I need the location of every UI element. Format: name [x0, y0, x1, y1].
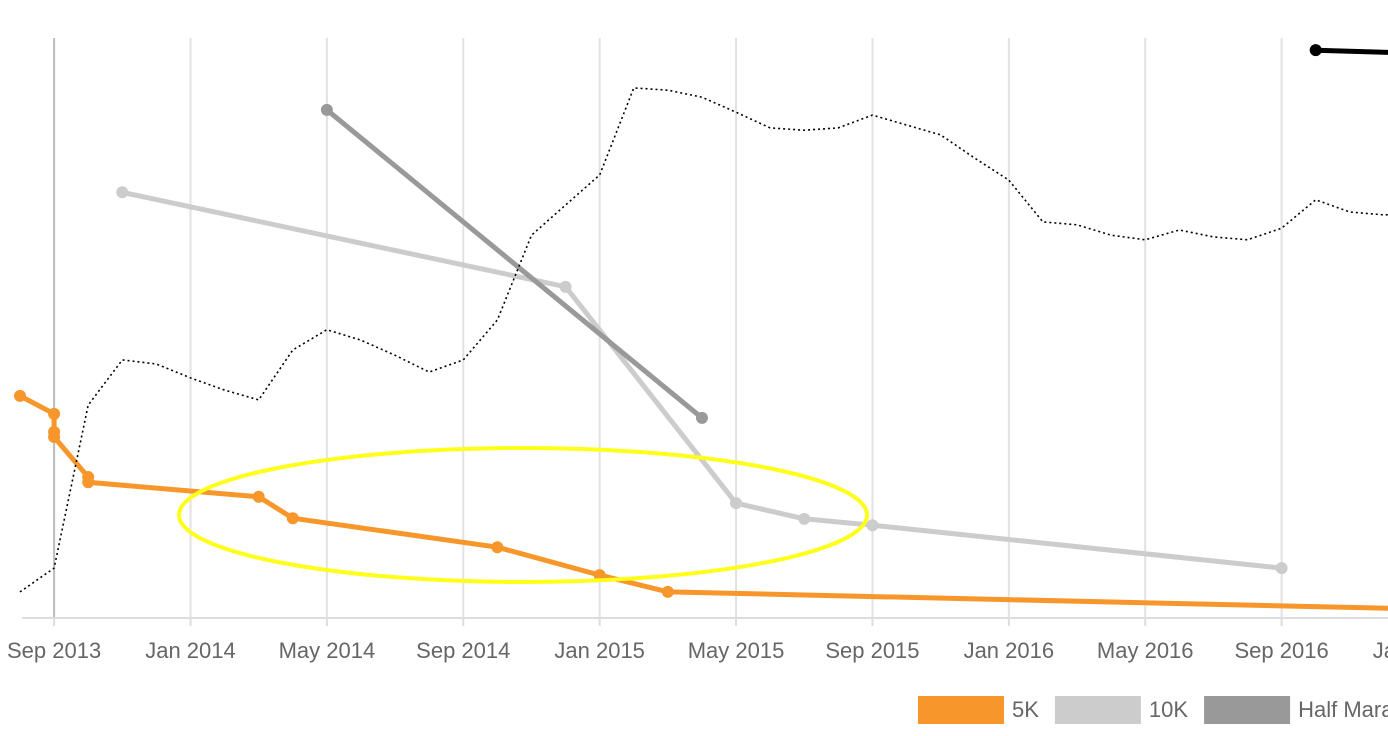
legend-swatch	[1204, 696, 1291, 724]
data-point	[866, 519, 879, 532]
x-tick-label: Jan 2016	[964, 638, 1055, 663]
data-point	[1275, 562, 1288, 575]
legend-label: 5K	[1012, 697, 1039, 722]
x-tick-label: Jan 2014	[145, 638, 236, 663]
series-line	[325, 107, 704, 420]
x-tick-label: Sep 2016	[1235, 638, 1329, 663]
highlight-ellipse	[177, 446, 869, 584]
data-point	[48, 431, 61, 444]
data-point	[695, 411, 708, 424]
data-point	[82, 476, 95, 489]
grid: Sep 2013 Jan 2014 May 2014 Sep 2014 Jan 2015…	[7, 38, 1388, 663]
legend-label: 10K	[1149, 697, 1188, 722]
data-point	[559, 280, 572, 293]
data-point	[252, 490, 265, 503]
legend-swatch	[918, 696, 1004, 724]
data-point	[116, 186, 129, 199]
legend-label: Half Marathon	[1298, 697, 1388, 722]
data-point	[593, 569, 606, 582]
legend-swatch	[1054, 696, 1141, 724]
series-line	[1315, 47, 1388, 55]
legend: 5K 10K Half Marathon	[918, 696, 1388, 724]
data-point	[491, 541, 504, 554]
x-tick-label: May 2014	[279, 638, 376, 663]
x-tick-label: May 2016	[1097, 638, 1194, 663]
data-point	[14, 389, 26, 402]
trend-line	[19, 87, 1388, 593]
data-point	[661, 585, 674, 598]
x-tick-label: Jan 2015	[554, 638, 645, 663]
x-tick-label: Jan 2017	[1373, 638, 1388, 663]
x-tick-label: Sep 2013	[7, 638, 101, 663]
data-point	[1309, 44, 1322, 57]
plot-area	[14, 44, 1388, 611]
data-point	[286, 512, 299, 525]
x-tick-label: Sep 2015	[825, 638, 919, 663]
x-tick-label: May 2015	[688, 638, 785, 663]
x-tick-label: Sep 2014	[416, 638, 510, 663]
data-point	[320, 103, 333, 116]
data-point	[798, 512, 811, 525]
series-line	[121, 189, 1282, 571]
data-point	[730, 497, 743, 510]
data-point	[48, 407, 61, 420]
series-line	[18, 393, 1388, 611]
